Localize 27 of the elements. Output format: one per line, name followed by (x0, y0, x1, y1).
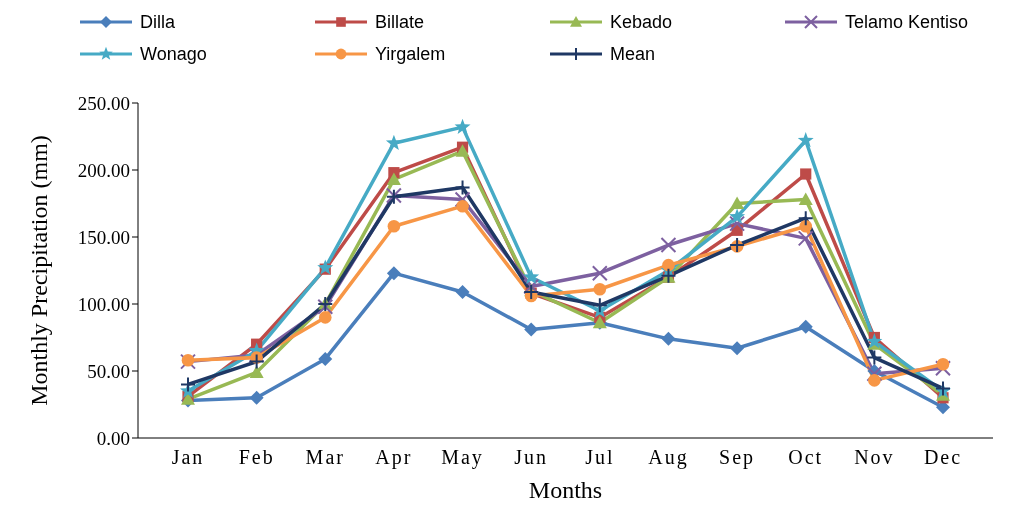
y-tick-label: 50.00 (87, 360, 130, 382)
y-axis-title: Monthly Precipitation (mm) (25, 135, 52, 406)
legend-label: Yirgalem (375, 43, 446, 65)
y-tick-label: 200.00 (77, 159, 130, 181)
x-tick-label: May (441, 446, 484, 470)
y-tick-label: 250.00 (77, 92, 130, 114)
x-tick-label: Nov (854, 446, 895, 469)
y-tick-label: 100.00 (77, 293, 130, 315)
x-tick-label: Oct (788, 446, 824, 469)
x-tick-label: Dec (923, 446, 963, 469)
legend-label: Telamo Kentiso (845, 11, 969, 33)
y-tick-label: 150.00 (77, 226, 130, 248)
legend-label: Billate (375, 11, 425, 33)
x-axis-title: Months (528, 477, 603, 503)
x-tick-label: Feb (238, 446, 275, 469)
x-tick-label: Jan (171, 446, 205, 469)
x-tick-label: Sep (719, 446, 756, 470)
y-tick-label: 0.00 (96, 427, 130, 449)
x-tick-label: Jun (514, 446, 549, 469)
x-tick-label: Mar (305, 446, 345, 469)
legend-label: Kebado (610, 11, 673, 33)
x-tick-label: Jul (585, 446, 615, 469)
legend-label: Wonago (140, 43, 207, 65)
legend-label: Dilla (140, 11, 176, 33)
x-tick-label: Apr (375, 446, 413, 470)
x-tick-label: Aug (648, 446, 689, 470)
legend-label: Mean (610, 43, 656, 65)
